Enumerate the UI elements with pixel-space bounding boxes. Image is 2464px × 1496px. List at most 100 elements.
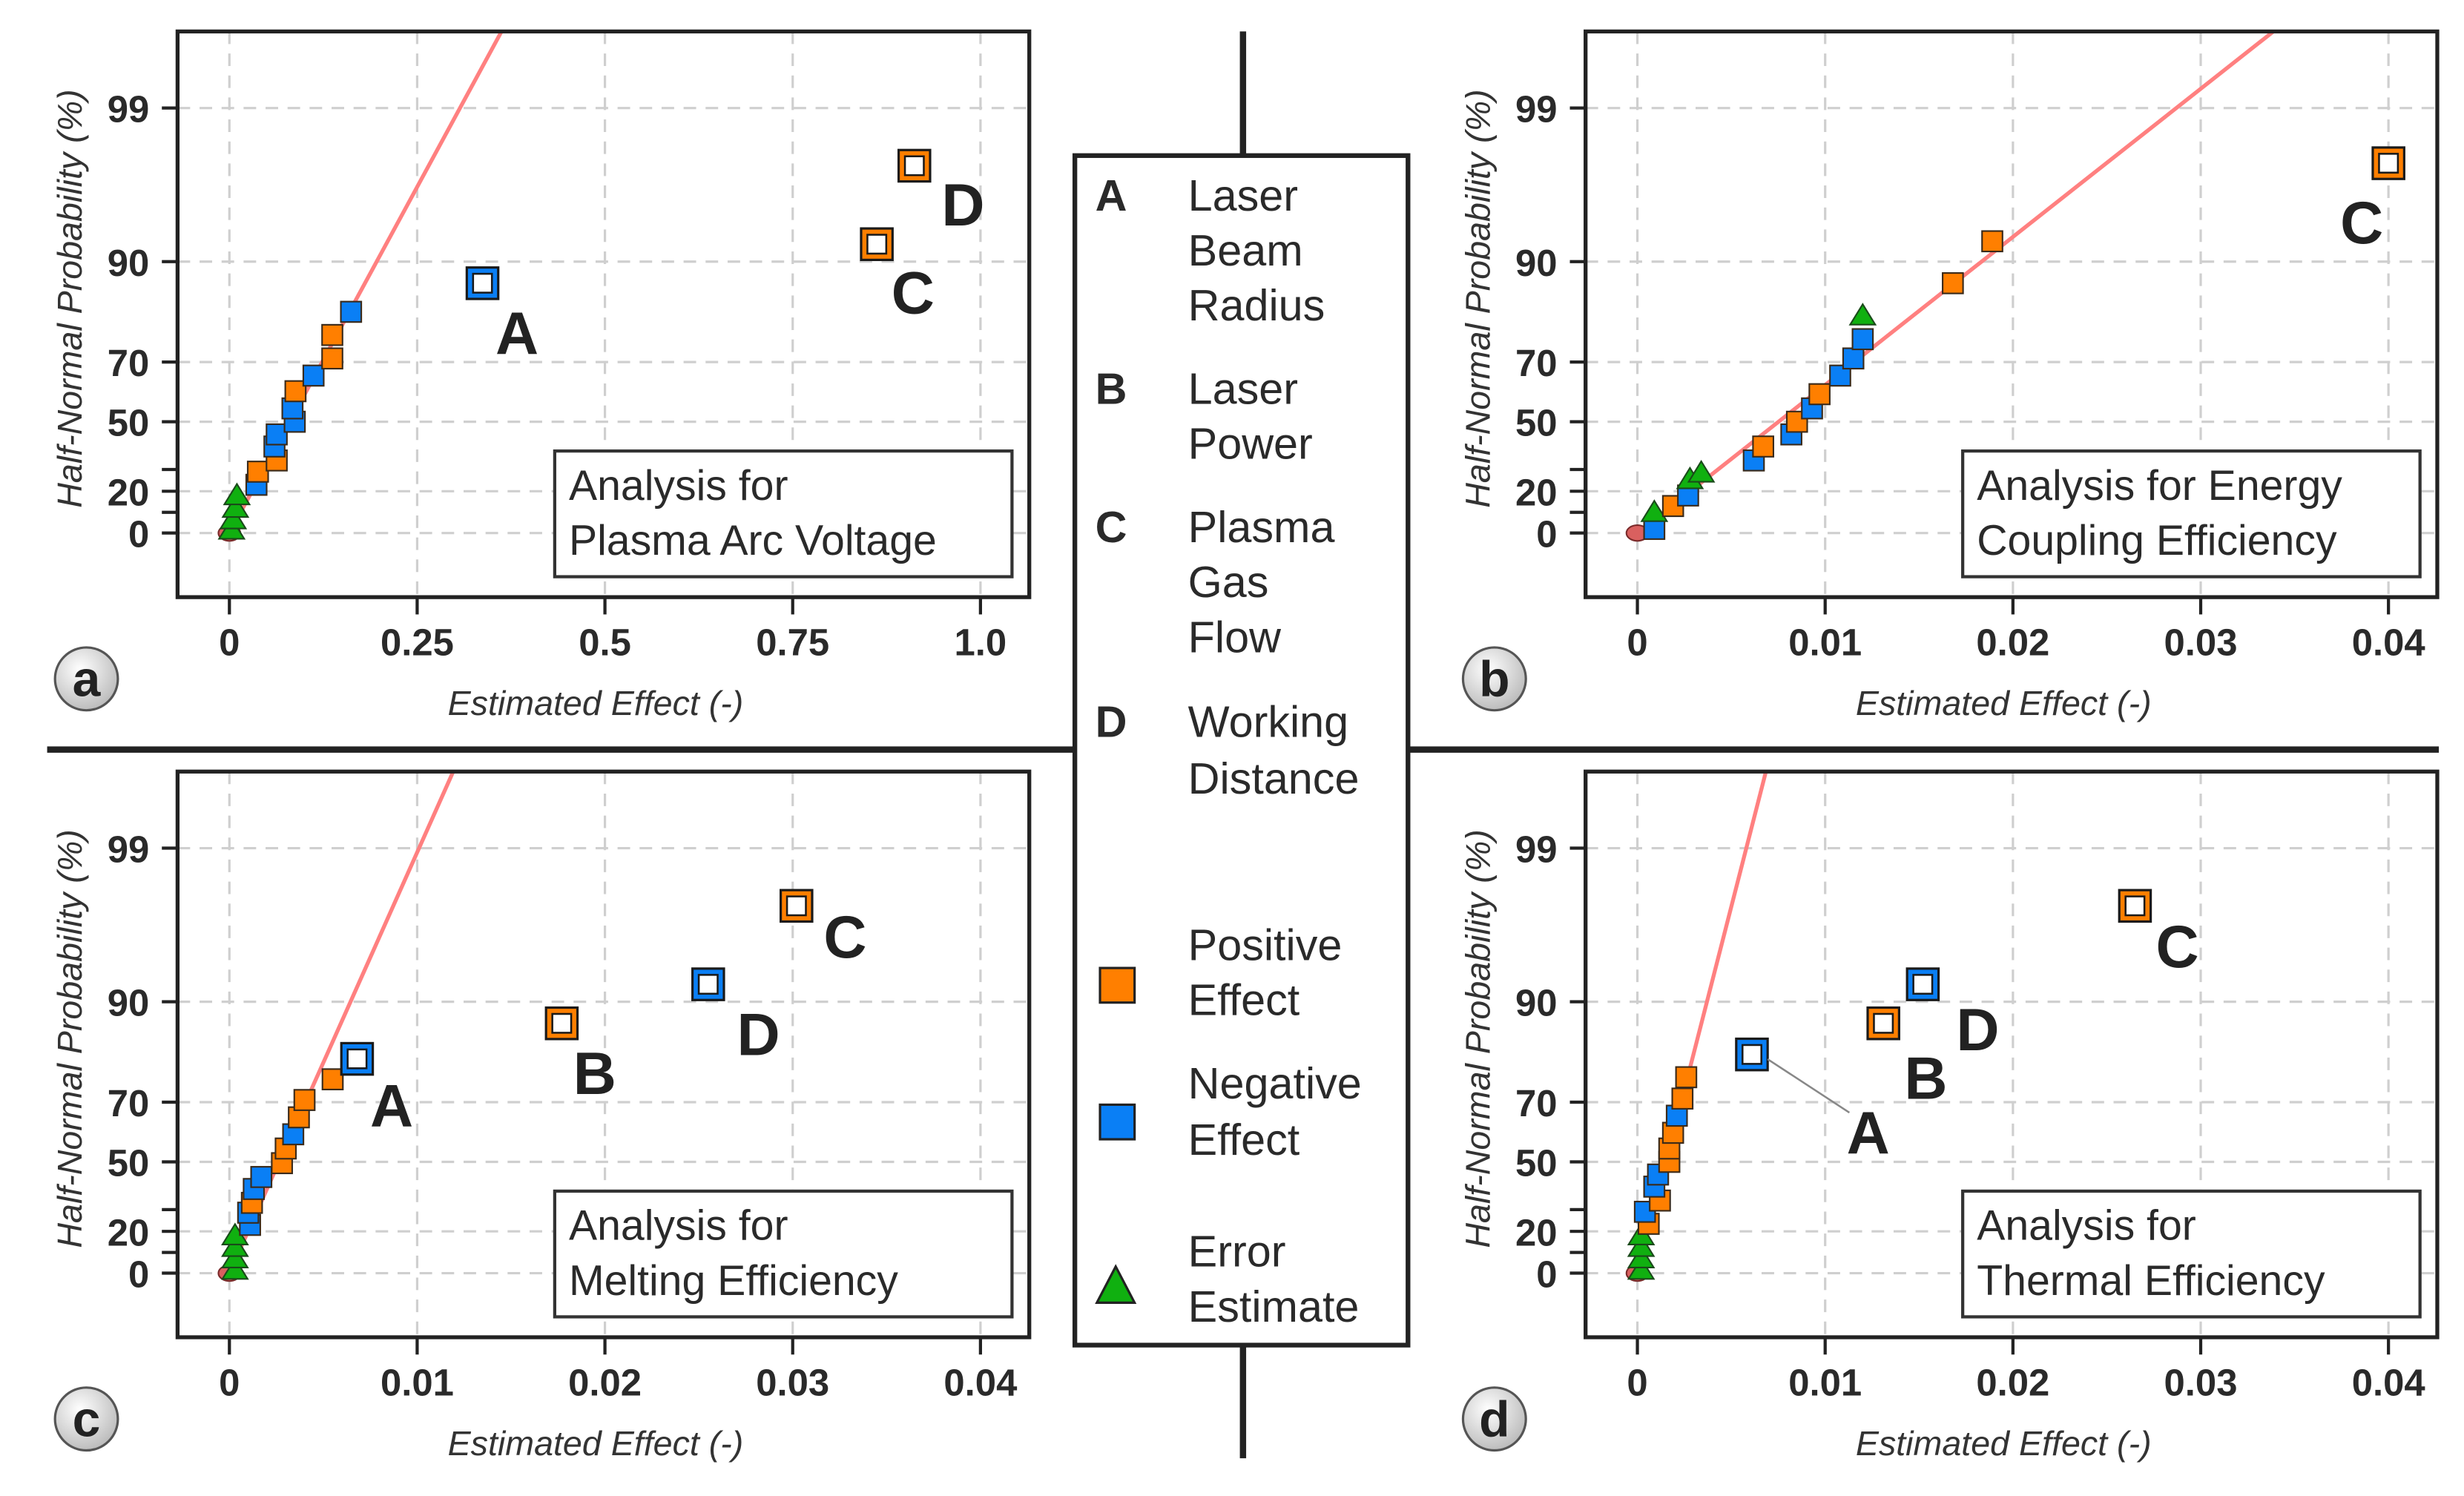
negative-effect-point [1851,328,1874,351]
annotation-line: Thermal Efficiency [1977,1257,2325,1305]
y-tick-label: 0 [128,513,149,556]
y-axis-label: Half-Normal Probability (%) [50,829,89,1248]
legend-factor-name: Working [1188,697,1348,747]
legend-factor-name: Plasma [1188,502,1335,552]
positive-effect-point [1981,230,2003,253]
annotation-line: Analysis for Energy [1977,462,2342,510]
negative-effect-square-icon [1098,1103,1136,1141]
positive-effect-point [284,380,307,403]
panel-letter: b [1479,652,1509,708]
x-tick-label: 0.02 [568,1361,642,1403]
y-tick-label: 0 [1536,513,1557,556]
factor-label: C [2340,190,2383,257]
highlight-point-hole [472,272,493,294]
legend-positive-effect: Positive Effect [1098,920,1343,1025]
fit-line [227,771,455,1274]
plot-frame [175,769,1032,1340]
y-tick-label: 99 [108,828,150,871]
legend-factor-letter: D [1096,697,1127,747]
x-tick-label: 0.03 [756,1361,829,1403]
highlight-point-hole [785,895,807,917]
x-tick-label: 0 [1627,622,1647,664]
factor-label: A [370,1073,413,1140]
legend-factor-name: Beam [1188,225,1303,275]
error-estimate-point [1640,499,1669,522]
divider-lines [47,31,2440,1459]
positive-effect-point [1942,272,1964,294]
y-tick-label: 20 [108,471,150,513]
y-tick-label: 99 [1515,88,1558,131]
legend-factor-letter: A [1096,171,1127,220]
legend-effect-label: Effect [1188,975,1300,1025]
error-estimate-triangle-icon [1095,1264,1137,1304]
x-axis-label: Estimated Effect (-) [1856,1424,2152,1463]
y-tick-label: 90 [1515,982,1558,1024]
y-tick-label: 70 [1515,1082,1558,1124]
y-tick-label: 0 [1536,1253,1557,1296]
x-tick-label: 0.03 [2164,1361,2238,1403]
annotation-line: Analysis for [1977,1202,2196,1250]
panel-letter-badge: b [1461,646,1527,712]
negative-effect-point [1842,347,1865,370]
legend-factor-c: C Plasma Gas Flow [1096,502,1335,662]
panel-letter-circle [53,1386,119,1452]
legend-negative-effect: Negative Effect [1098,1058,1362,1164]
y-axis-label: Half-Normal Probability (%) [50,89,89,507]
x-tick-label: 0.25 [381,622,454,664]
y-tick-label: 50 [108,1142,150,1184]
annotation-line: Coupling Efficiency [1977,517,2337,564]
y-tick-label: 99 [108,88,150,131]
positive-effect-highlight-point [1866,1006,1900,1041]
x-axis-label: Estimated Effect (-) [1856,684,2152,722]
y-tick-label: 20 [108,1211,150,1253]
factor-label: D [1956,997,1999,1064]
legend-factor-letter: C [1096,502,1127,552]
x-tick-label: 0.01 [381,1361,454,1403]
positive-effect-point [1671,1087,1694,1110]
positive-effect-square-icon [1098,966,1136,1004]
highlight-point-hole [2378,153,2399,174]
analysis-annotation: Analysis for Melting Efficiency [553,1189,1014,1319]
y-tick-label: 70 [1515,342,1558,384]
x-tick-label: 0.02 [1976,1361,2049,1403]
plot-frame [1584,769,2440,1340]
x-tick-label: 0.04 [943,1361,1017,1403]
error-estimate-point [1687,459,1716,483]
x-tick-label: 0.75 [756,622,829,664]
highlight-point-hole [346,1048,368,1070]
legend-factor-name: Laser [1188,171,1298,220]
legend-factor-letter: B [1096,364,1127,414]
x-tick-label: 0 [219,1361,240,1403]
legend: A Laser Beam Radius B Laser Power C Plas… [1072,153,1411,1348]
positive-effect-point [1675,1066,1698,1089]
factor-label: B [1904,1045,1947,1112]
x-axis-label: Estimated Effect (-) [448,1424,744,1463]
legend-factor-b: B Laser Power [1096,364,1313,469]
positive-effect-point [321,1068,344,1090]
negative-effect-point [250,1166,273,1188]
y-tick-label: 20 [1515,1211,1558,1253]
x-tick-label: 0 [1627,1361,1647,1403]
legend-effect-label: Error [1188,1227,1286,1276]
legend-factor-name: Gas [1188,557,1269,607]
legend-factor-name: Laser [1188,364,1298,414]
negative-effect-point [340,300,363,323]
positive-effect-point [1752,435,1775,458]
y-tick-label: 50 [1515,402,1558,444]
positive-effect-point [1808,383,1831,406]
highlight-point-hole [866,234,888,255]
negative-effect-point [1643,518,1666,540]
error-estimate-point [223,482,251,506]
highlight-point-hole [903,155,925,177]
y-tick-label: 50 [108,402,150,444]
legend-factor-name: Power [1188,419,1313,469]
annotation-box [553,449,1014,579]
x-tick-label: 1.0 [955,622,1007,664]
highlight-point-hole [1873,1012,1894,1034]
y-tick-label: 50 [1515,1142,1558,1184]
legend-effect-label: Positive [1188,920,1343,970]
